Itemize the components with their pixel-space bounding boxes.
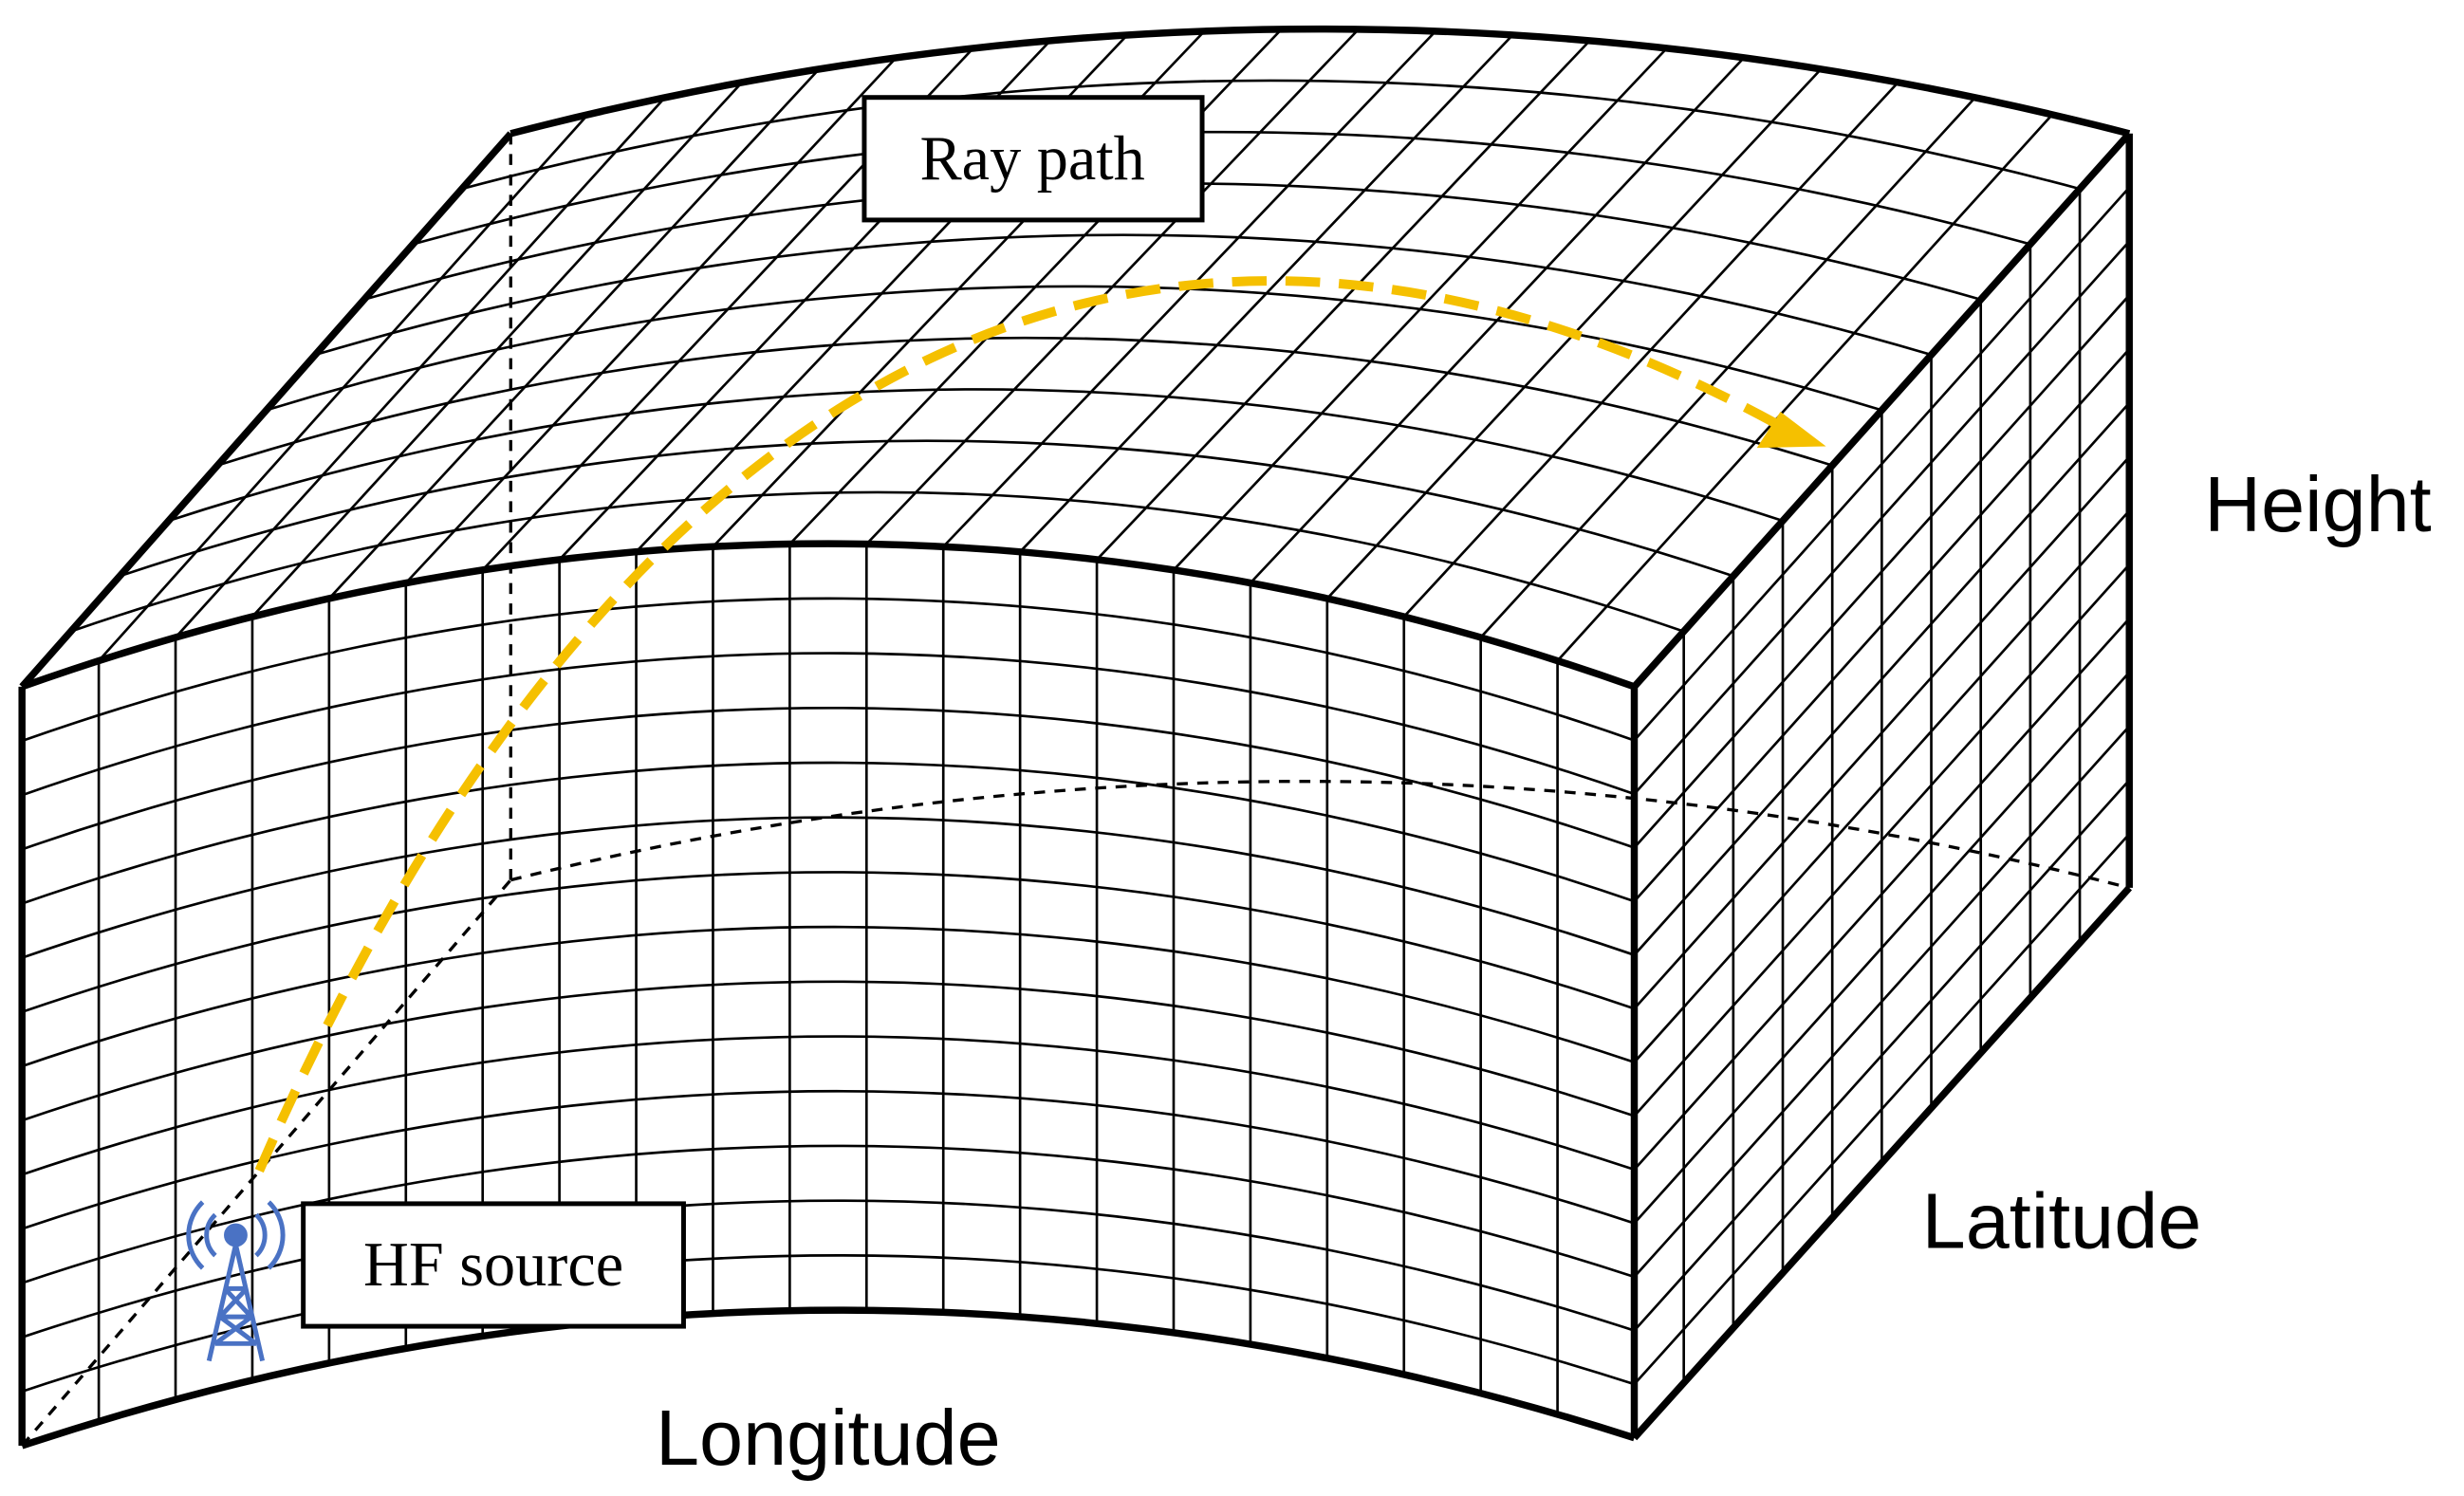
grid-line [21, 761, 1635, 905]
grid-line [168, 388, 1784, 523]
ray-path [254, 276, 1826, 1173]
grid-line [1633, 779, 2131, 1332]
grid-line [412, 130, 2031, 246]
edge [20, 540, 1636, 691]
grid-line [21, 816, 1635, 959]
hidden-edge [509, 780, 2130, 890]
grid-line [1633, 671, 2131, 1225]
outline [18, 25, 2133, 1450]
grid-line [119, 439, 1734, 578]
label-box [861, 95, 1205, 223]
grid-line [1633, 725, 2131, 1278]
grid-line [21, 707, 1635, 851]
longitude-label: Longitude [656, 1394, 1001, 1482]
grid-line [314, 233, 1932, 357]
grid-line [1633, 186, 2131, 742]
grid-line [21, 1144, 1635, 1284]
grid-line [21, 871, 1635, 1014]
grid-line [216, 336, 1833, 467]
grid-line [70, 490, 1685, 633]
grid-line [1633, 833, 2131, 1386]
grid-line [21, 1254, 1635, 1394]
height-label: Height [2204, 460, 2431, 548]
edge [21, 1306, 1636, 1450]
hf-tower [186, 1200, 286, 1362]
grid-line [1633, 509, 2131, 1063]
grid-line [1633, 563, 2131, 1117]
grid-line [21, 1035, 1635, 1176]
grid-line [21, 652, 1635, 797]
grid-line [21, 925, 1635, 1068]
grid-line [1633, 401, 2131, 956]
grid-line [1633, 618, 2131, 1171]
grid-line [1633, 294, 2131, 849]
grid-line [21, 597, 1635, 743]
edge [18, 131, 2133, 1446]
edge [509, 25, 2131, 138]
label-box [301, 1201, 686, 1329]
grid-line [1633, 455, 2131, 1010]
grid-line [461, 79, 2081, 191]
grid-line [21, 1199, 1635, 1339]
grid-line [21, 980, 1635, 1122]
latitude-label: Latitude [1922, 1176, 2202, 1265]
ray-curve [254, 276, 1794, 1173]
ray-arrowhead [1756, 412, 1826, 449]
ray-path-label: Ray path [919, 124, 1144, 194]
grid-line [1633, 240, 2131, 795]
hf-source-label: HF source [363, 1230, 623, 1300]
